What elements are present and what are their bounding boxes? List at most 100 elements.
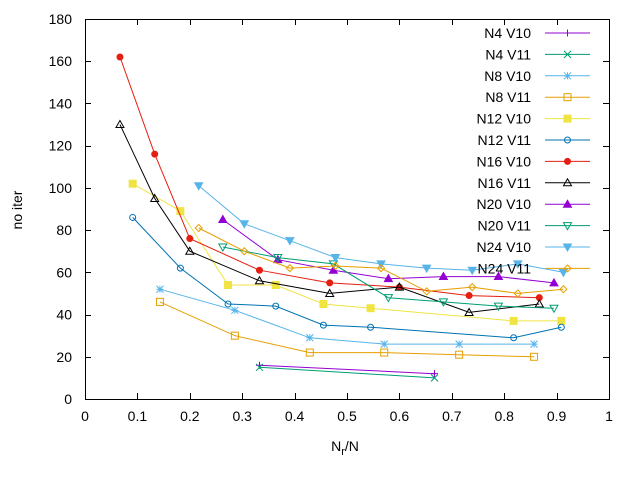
star-marker — [563, 71, 572, 80]
series-line — [132, 217, 562, 339]
plus-marker — [564, 29, 571, 37]
triangle-down-marker — [272, 254, 283, 263]
circle-marker — [465, 292, 473, 300]
series-n4-v11 — [255, 363, 439, 382]
legend-label: N16 V11 — [478, 175, 532, 191]
square-marker — [128, 179, 137, 188]
triangle-marker — [115, 119, 125, 129]
x-tick-label: 1 — [605, 408, 613, 424]
y-tick-label: 60 — [56, 264, 72, 280]
x-tick-label: 0.7 — [442, 408, 462, 424]
diamond-marker — [285, 263, 295, 273]
circle-marker — [564, 157, 571, 165]
circle-marker — [224, 300, 232, 308]
square-marker — [366, 304, 375, 313]
triangle-down-marker — [493, 302, 504, 312]
legend-label: N8 V10 — [484, 68, 531, 84]
star-marker — [455, 340, 463, 348]
legend-label: N12 V11 — [478, 132, 532, 148]
triangle-marker — [383, 273, 394, 283]
x-tick-label: 0 — [81, 408, 89, 424]
series-line — [132, 183, 562, 322]
diamond-marker — [468, 282, 477, 292]
triangle-down-marker — [328, 260, 339, 269]
triangle-marker — [493, 271, 504, 281]
circle-marker — [564, 136, 571, 144]
cross-marker — [563, 50, 572, 59]
triangle-down-marker — [285, 237, 295, 246]
square-marker — [155, 297, 164, 306]
x-tick-label: 0.2 — [180, 408, 200, 424]
series-line — [159, 288, 535, 345]
square-marker — [319, 300, 328, 308]
triangle-down-marker — [562, 243, 573, 253]
triangle-marker — [394, 282, 405, 291]
legend-label: N20 V11 — [478, 218, 532, 234]
legend-item: N12 V10 — [477, 111, 590, 127]
series-n12-v10 — [128, 179, 566, 325]
star-marker — [231, 306, 239, 315]
series-line — [259, 366, 435, 379]
triangle-down-marker — [467, 266, 478, 276]
square-marker — [563, 114, 572, 123]
triangle-down-marker — [549, 304, 559, 314]
circle-marker — [367, 323, 375, 331]
circle-marker — [319, 321, 327, 329]
circle-marker — [255, 266, 263, 274]
y-tick-label: 140 — [49, 95, 73, 111]
circle-marker — [186, 235, 194, 243]
legend-label: N4 V11 — [485, 46, 531, 62]
square-marker — [509, 316, 518, 325]
triangle-down-marker — [558, 268, 569, 278]
x-tick-label: 0.3 — [232, 408, 252, 424]
triangle-down-marker — [383, 294, 394, 303]
series-line — [259, 364, 435, 375]
triangle-marker — [149, 193, 160, 202]
square-marker — [455, 350, 464, 359]
diamond-marker — [563, 264, 572, 273]
legend-label: N12 V10 — [477, 111, 532, 127]
star-marker — [530, 340, 538, 348]
circle-marker — [151, 150, 159, 158]
square-marker — [224, 281, 233, 289]
series-n20-v10 — [217, 214, 559, 287]
x-tick-label: 0.9 — [547, 408, 567, 424]
star-marker — [305, 333, 314, 342]
series-n16-v11 — [115, 119, 545, 316]
triangle-marker — [254, 275, 265, 285]
y-tick-label: 0 — [64, 391, 72, 407]
cross-marker — [430, 374, 439, 382]
series-line — [119, 124, 540, 313]
square-marker — [271, 281, 280, 289]
legend-item: N4 V10 — [484, 25, 590, 41]
y-tick-label: 80 — [56, 222, 72, 238]
triangle-marker — [272, 254, 283, 264]
triangle-down-marker — [562, 222, 573, 231]
x-axis-label-subscript: r — [341, 446, 345, 458]
diamond-marker — [422, 287, 431, 296]
series-line — [222, 246, 555, 309]
series-layer — [115, 53, 569, 382]
diamond-marker — [376, 263, 386, 273]
y-tick-label: 40 — [56, 307, 72, 323]
circle-marker — [116, 53, 124, 61]
triangle-down-marker — [239, 220, 250, 229]
legend-label: N24 V11 — [478, 260, 532, 276]
legend-item: N4 V11 — [485, 46, 590, 62]
legend-item: N16 V11 — [478, 175, 590, 191]
triangle-marker — [464, 307, 474, 316]
series-n12-v11 — [129, 213, 565, 342]
x-axis-label-suffix: /N — [345, 438, 359, 454]
series-n24-v11 — [194, 223, 568, 298]
diamond-marker — [559, 285, 568, 294]
x-tick-label: 0.1 — [128, 408, 148, 424]
legend-label: N24 V10 — [477, 239, 532, 255]
series-line — [198, 227, 564, 294]
y-tick-label: 160 — [49, 53, 73, 69]
y-tick-label: 120 — [49, 138, 73, 154]
x-tick-label: 0.5 — [337, 408, 357, 424]
square-marker — [230, 331, 239, 340]
axis-ticks: 0 0.1 0.2 0.3 0.4 0.5 0.6 0.7 0.8 0.9 1 0 20 40 60 80 10… — [49, 11, 613, 424]
